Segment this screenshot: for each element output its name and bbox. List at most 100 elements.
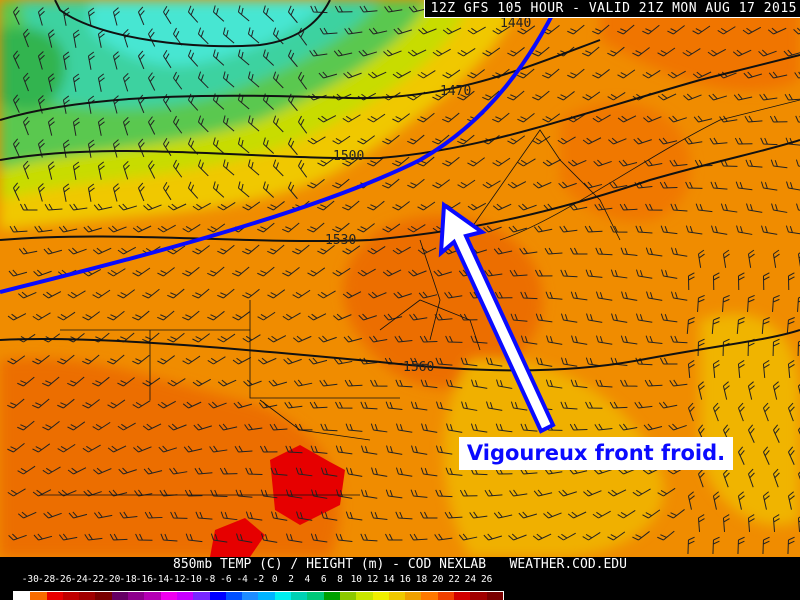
wind-barb [608,137,627,145]
wind-barb [486,401,503,411]
wind-barb [272,115,284,133]
wind-barb [182,310,200,321]
wind-barb [82,354,100,365]
wind-barb [335,445,353,455]
wind-barb [242,244,260,255]
wind-barb [117,422,136,431]
legend-tick-label: -14 [152,574,170,585]
wind-barb [620,247,638,256]
wind-barb [318,335,337,343]
wind-barb [359,5,378,13]
wind-barb [508,533,527,541]
wind-barb [660,313,678,323]
wind-barb [245,511,263,521]
wind-barb [483,533,503,541]
wind-barb [595,379,613,388]
wind-barb [745,159,763,168]
wind-barb [360,445,378,455]
wind-barb [357,135,375,145]
wind-barb [570,379,588,389]
wind-barb [582,91,601,101]
wind-barb [517,25,536,35]
wind-barb [592,114,611,123]
wind-barb [471,379,488,389]
wind-barb [532,46,550,57]
wind-barb [182,355,201,365]
wind-barb [657,487,676,497]
wind-barb [385,533,403,541]
wind-barb [282,267,300,277]
wind-barb [167,332,185,343]
wind-barb [534,269,553,277]
wind-barb [594,203,613,211]
temperature-map: 1440 1470 1500 1530 1560 [0,0,800,557]
wind-barb [212,5,225,22]
wind-barb [163,49,172,69]
wind-barb [282,312,301,321]
wind-barb [709,137,728,145]
wind-barb [207,310,225,321]
wind-barb [167,378,186,387]
legend-swatch [356,592,373,600]
wind-barb [768,71,788,79]
wind-barb [43,247,63,255]
wind-barb [343,335,363,343]
wind-barb [107,310,125,321]
wind-barb [772,468,780,488]
wind-barb [197,159,209,177]
wind-barb [687,360,695,378]
wind-barb [409,533,428,541]
wind-barb [197,27,209,45]
wind-barb [645,335,663,344]
legend-tick-label: -24 [70,574,88,585]
legend-swatch [274,592,292,600]
wind-barb [163,137,172,157]
wind-barb [742,26,762,35]
wind-barb [148,116,156,135]
legend-tick-label: -12 [168,574,186,585]
wind-barb [669,159,688,167]
wind-barb [519,247,538,255]
wind-barb [394,335,413,343]
wind-barb [762,446,770,465]
wind-barb [737,446,745,465]
wind-barb [635,269,653,279]
wind-barb [737,360,745,378]
wind-barb [267,335,287,343]
wind-barb [567,511,587,519]
wind-barb [392,70,411,79]
legend-tick-label: 12 [366,574,379,585]
wind-barb [687,402,695,422]
wind-barb [386,445,403,455]
wind-barb [507,90,525,101]
wind-barb [737,402,745,422]
wind-barb [697,514,705,532]
wind-barb [670,291,688,301]
wind-barb [507,181,527,189]
wind-barb [187,181,199,199]
wind-barb [67,421,86,431]
wind-barb [771,203,788,213]
legend-tick-label: 10 [350,574,363,585]
wind-barb [236,533,253,543]
legend-swatch [405,592,422,600]
wind-barb [132,310,150,321]
wind-barb [307,136,326,145]
wind-barb [247,27,260,44]
wind-barb [420,511,438,519]
wind-barb [169,467,188,475]
legend-swatch [111,592,129,600]
wind-barb [310,533,328,543]
wind-barb [408,269,427,277]
wind-barb [317,290,336,299]
wind-barb [360,401,378,410]
legend-tick-label: 18 [415,574,428,585]
wind-barb [772,249,780,268]
wind-barb [561,357,578,367]
wind-barb [635,313,653,323]
wind-barb [262,181,275,198]
wind-barb [544,247,563,255]
wind-barb [148,160,156,179]
wind-barb [321,511,338,521]
legend-ticks: -30 -28 -26 -24 -22 -20 -18 -16 -14 -12 -10 -8 -6 -4-… [0,574,800,586]
